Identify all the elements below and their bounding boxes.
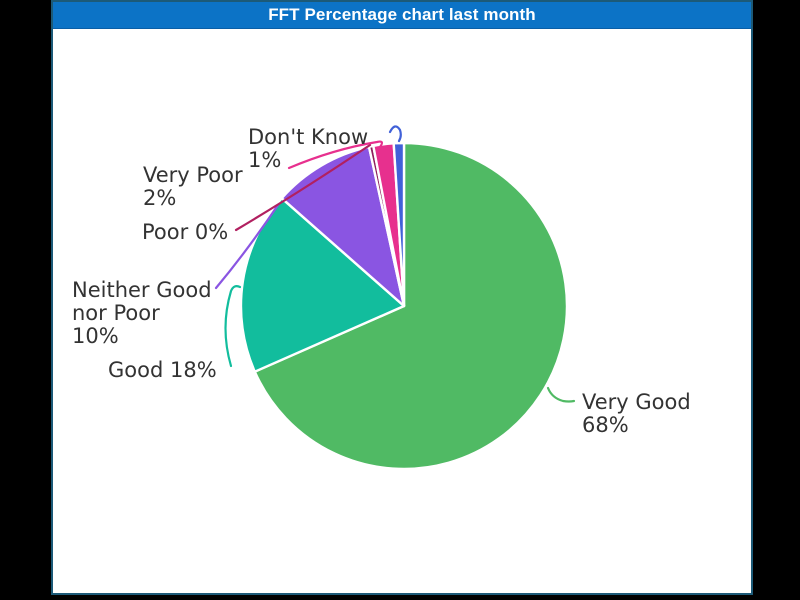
- pie-label-poor: Poor 0%: [142, 220, 229, 244]
- pie-label-very-poor: Very Poor 2%: [143, 163, 243, 210]
- pie-label-neither-good-nor-poor: Neither Good nor Poor 10%: [72, 278, 212, 348]
- chart-title-bar: FFT Percentage chart last month: [53, 2, 751, 29]
- pie-label-very-good: Very Good 68%: [582, 390, 691, 437]
- pie-label-dont-know: Don't Know 1%: [248, 125, 369, 172]
- chart-title: FFT Percentage chart last month: [268, 5, 536, 24]
- pie-label-good: Good 18%: [108, 358, 217, 382]
